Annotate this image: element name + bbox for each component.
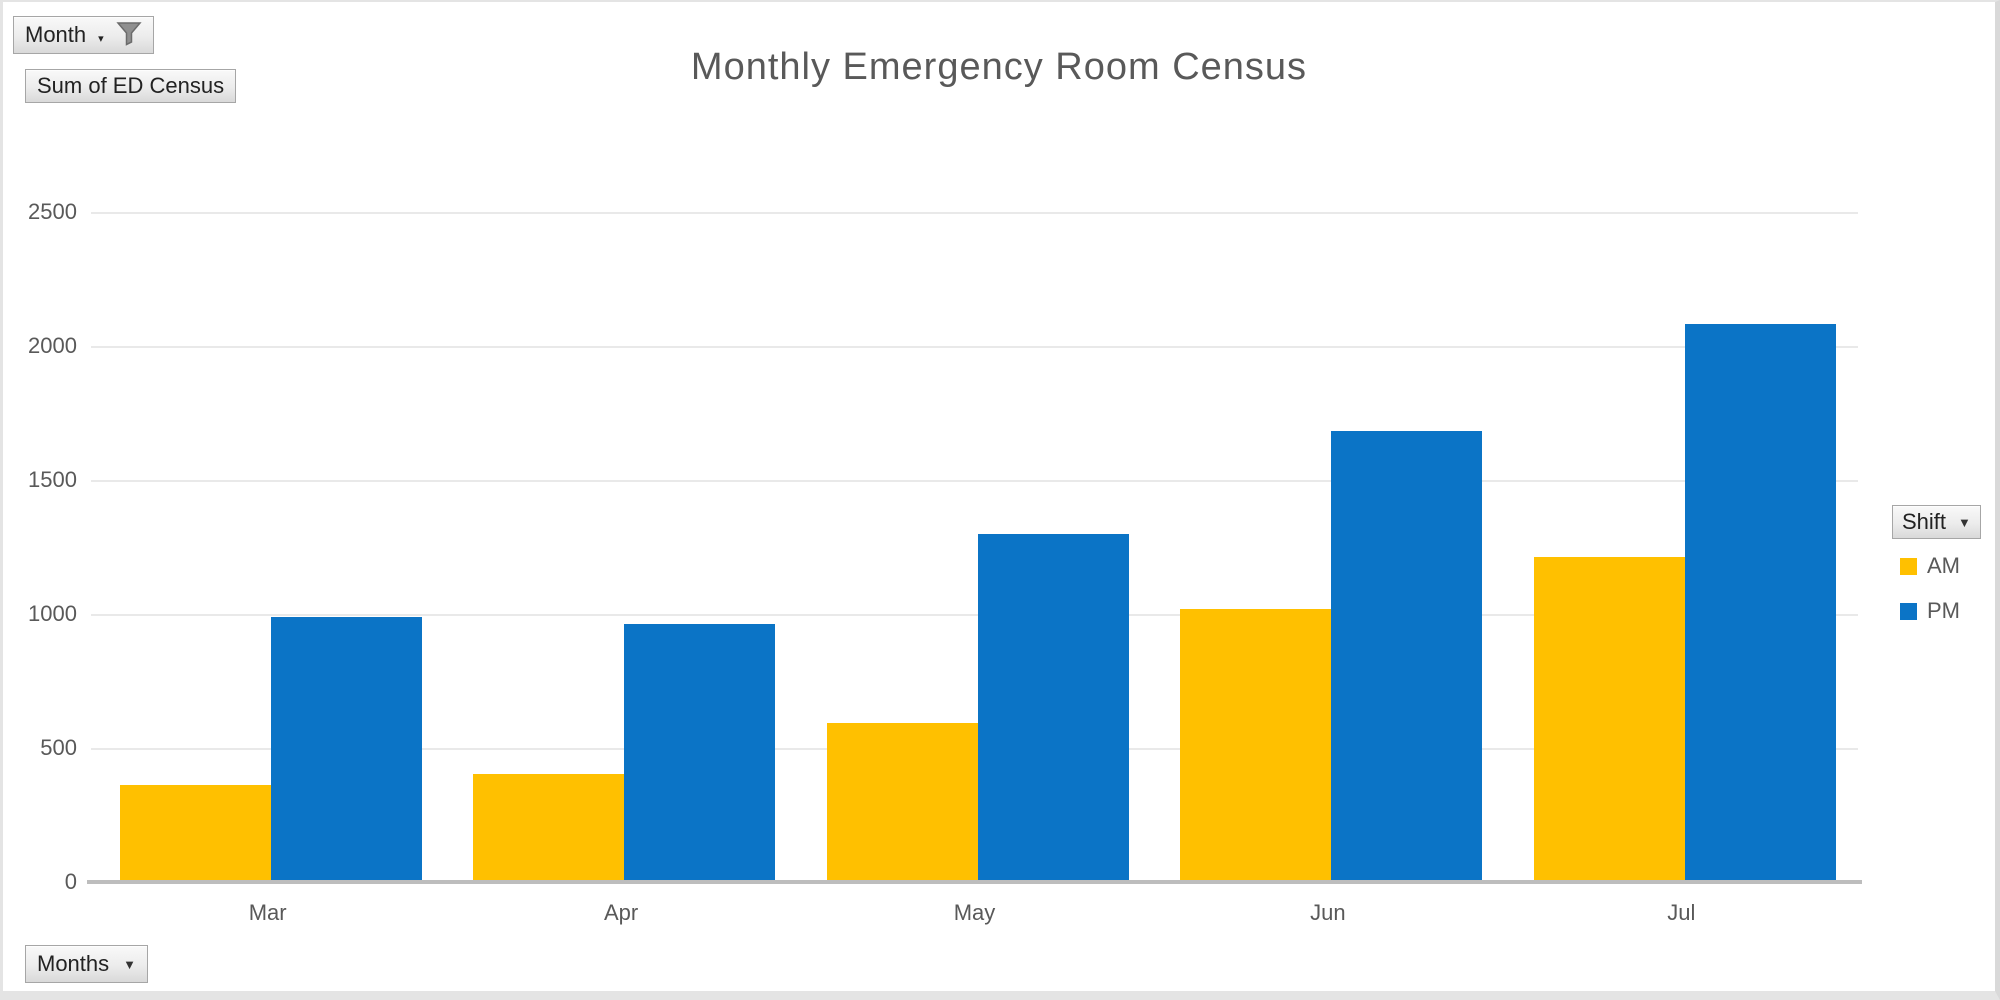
x-axis-label-jul: Jul	[1667, 900, 1696, 925]
bar-am-apr[interactable]	[473, 774, 625, 880]
bar-pm-may[interactable]	[977, 534, 1129, 880]
x-axis-label-apr: Apr	[603, 900, 639, 925]
pivot-axis-button-label: Months	[37, 951, 110, 976]
y-tick-label-0: 0	[64, 869, 77, 894]
pivot-value-button-sum-of-ed-census[interactable]: Sum of ED Census	[25, 69, 237, 103]
pivot-legend-button-shift[interactable]: Shift ▼	[1892, 505, 1981, 539]
y-tick-label-1000: 1000	[28, 601, 77, 626]
chevron-down-icon: ▼	[123, 956, 137, 972]
plot-area	[87, 212, 1862, 884]
legend-swatch-am	[1900, 557, 1917, 575]
legend-label-pm: PM	[1927, 598, 1960, 623]
filter-funnel-icon	[116, 20, 142, 50]
bar-am-mar[interactable]	[120, 785, 271, 880]
gridline-1000	[91, 614, 1858, 616]
pivot-filter-button-label: Month	[25, 22, 87, 47]
gridline-2500	[91, 212, 1858, 214]
y-tick-label-2000: 2000	[28, 333, 77, 358]
bar-pm-apr[interactable]	[624, 624, 776, 880]
y-tick-label-1500: 1500	[28, 467, 77, 492]
bar-am-jun[interactable]	[1180, 609, 1332, 880]
x-axis-line	[87, 880, 1862, 884]
chevron-down-icon: ▼	[1958, 514, 1971, 530]
x-axis-label-may: May	[953, 900, 996, 925]
pivot-value-button-label: Sum of ED Census	[37, 73, 225, 98]
chevron-down-icon: ▾	[98, 32, 104, 45]
legend-item-pm[interactable]: PM	[1900, 600, 1960, 622]
pivot-filter-button-month[interactable]: Month ▾	[13, 16, 154, 54]
legend-item-am[interactable]: AM	[1900, 555, 1960, 577]
bar-am-jul[interactable]	[1533, 557, 1685, 880]
x-axis-label-mar: Mar	[248, 900, 287, 925]
legend-label-am: AM	[1927, 553, 1960, 578]
y-tick-label-500: 500	[40, 735, 77, 760]
gridline-2000	[91, 346, 1858, 348]
bar-pm-mar[interactable]	[271, 617, 422, 880]
legend-swatch-pm	[1900, 602, 1917, 620]
y-tick-label-2500: 2500	[28, 199, 77, 224]
bar-pm-jul[interactable]	[1684, 324, 1836, 880]
x-axis-label-jun: Jun	[1310, 900, 1346, 925]
gridline-1500	[91, 480, 1858, 482]
pivot-axis-button-months[interactable]: Months ▼	[25, 945, 149, 983]
bar-pm-jun[interactable]	[1331, 431, 1483, 880]
chart-title: Monthly Emergency Room Census	[690, 46, 1308, 88]
bar-am-may[interactable]	[826, 723, 978, 880]
pivot-legend-button-label: Shift	[1902, 509, 1947, 534]
